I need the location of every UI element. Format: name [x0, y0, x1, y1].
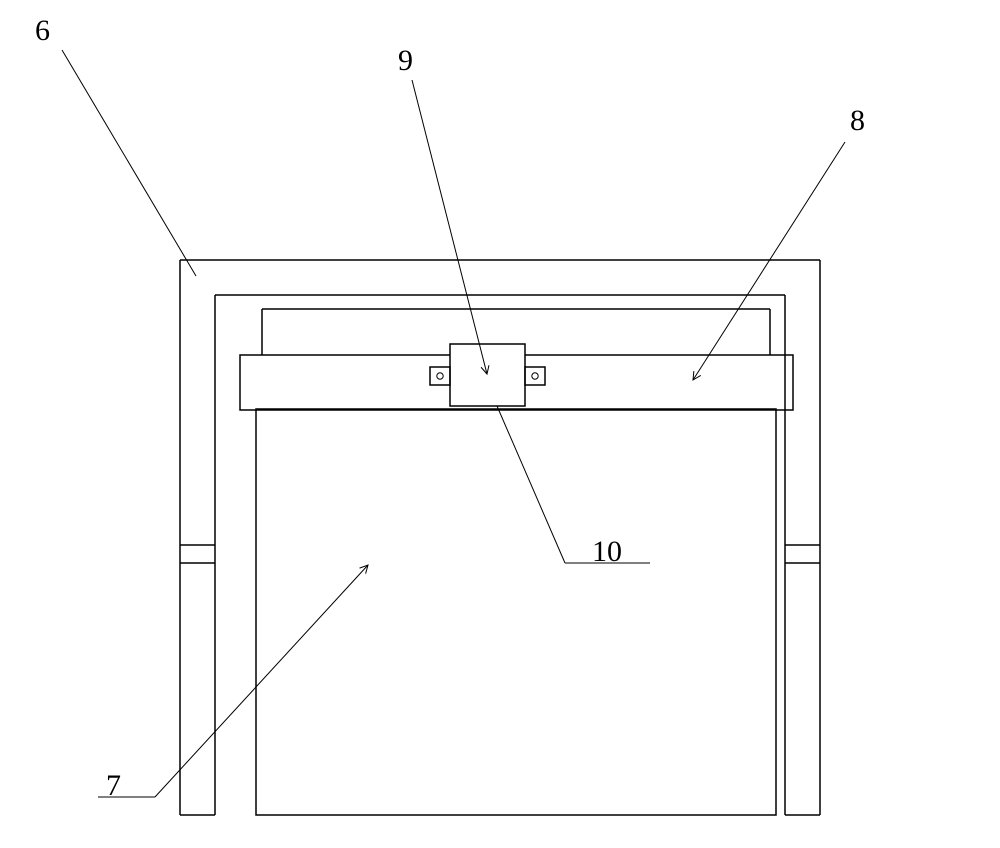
technical-diagram: 6 7 8 9 10 [0, 0, 1000, 848]
callout-label-10: 10 [592, 535, 622, 568]
callout-label-7: 7 [106, 769, 121, 802]
callout-label-8: 8 [850, 104, 865, 137]
callout-label-6: 6 [35, 14, 50, 47]
callout-label-9: 9 [398, 44, 413, 77]
